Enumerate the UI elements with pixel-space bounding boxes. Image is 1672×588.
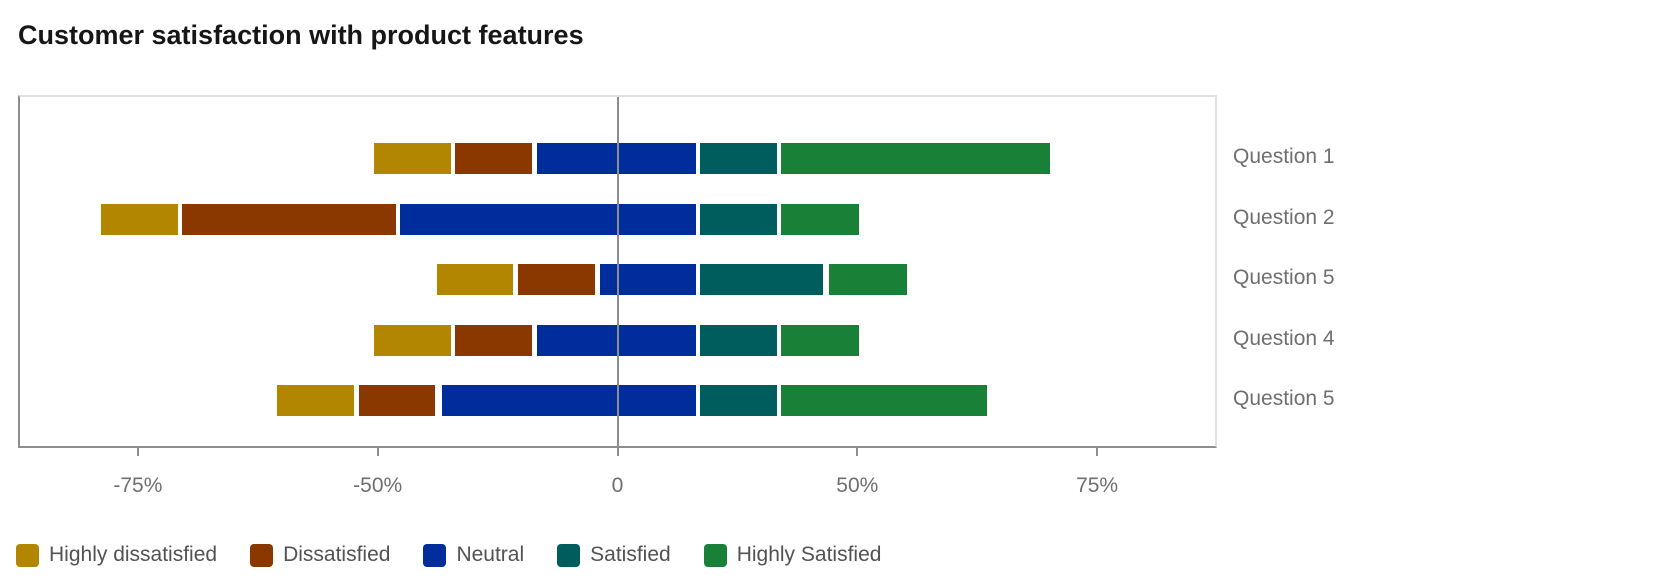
bar-segment-dissatisfied-row1	[454, 143, 533, 174]
bar-segment-highly-satisfied-row1	[781, 143, 1050, 174]
bar-segment-highly-satisfied-row5	[781, 385, 987, 416]
chart-title: Customer satisfaction with product featu…	[18, 20, 584, 50]
legend-label: Satisfied	[590, 543, 671, 566]
legend-swatch-satisfied	[557, 543, 581, 567]
bar-segment-neutral-row3	[600, 264, 696, 295]
bar-segment-neutral-row1	[536, 143, 696, 174]
x-axis-tick	[856, 448, 859, 456]
bar-segment-neutral-row2	[399, 203, 696, 235]
row-label-2: Question 2	[1233, 205, 1335, 229]
bar-segment-highly-satisfied-row3	[829, 264, 907, 295]
x-axis-tick	[1096, 448, 1099, 456]
legend-item-neutral[interactable]: Neutral	[423, 543, 524, 567]
bar-segment-satisfied-row5	[700, 385, 777, 416]
bar-segment-satisfied-row3	[700, 264, 824, 295]
bar-segment-highly-satisfied-row4	[781, 324, 860, 356]
x-axis-tick	[616, 448, 619, 456]
x-axis-tick-label: 75%	[1076, 474, 1119, 497]
x-axis-tick-label: 0	[611, 474, 624, 497]
bar-segment-neutral-row5	[441, 385, 696, 416]
zero-axis-line	[616, 97, 619, 446]
x-axis-tick-label: -75%	[113, 474, 163, 497]
legend-label: Dissatisfied	[283, 543, 391, 566]
bar-segment-satisfied-row2	[700, 203, 777, 235]
bar-segment-highly-dissatisfied-row4	[373, 324, 451, 356]
row-label-5: Question 5	[1233, 387, 1335, 410]
bar-segment-neutral-row4	[536, 324, 696, 356]
x-axis-tick-label: -50%	[353, 474, 403, 497]
bar-segment-dissatisfied-row2	[182, 203, 396, 235]
legend-swatch-highly-dissatisfied	[16, 543, 39, 567]
legend: Highly dissatisfied Dissatisfied Neutral Sa…	[16, 543, 881, 567]
legend-item-highly-dissatisfied[interactable]: Highly dissatisfied	[16, 543, 217, 567]
legend-label: Highly dissatisfied	[49, 543, 218, 566]
bar-segment-highly-dissatisfied-row5	[277, 385, 354, 416]
legend-item-satisfied[interactable]: Satisfied	[557, 543, 671, 567]
x-axis-tick	[376, 448, 379, 456]
legend-label: Highly Satisfied	[736, 543, 882, 566]
legend-swatch-highly-satisfied	[703, 543, 727, 567]
legend-item-dissatisfied[interactable]: Dissatisfied	[250, 543, 390, 567]
bar-segment-highly-dissatisfied-row3	[436, 264, 514, 295]
bar-segment-highly-dissatisfied-row2	[100, 203, 179, 235]
x-axis-tick	[136, 448, 139, 456]
bar-segment-dissatisfied-row3	[518, 264, 596, 295]
plot-area	[18, 95, 1217, 448]
row-label-1: Question 1	[1233, 145, 1335, 168]
legend-item-highly-satisfied[interactable]: Highly Satisfied	[703, 543, 882, 567]
bar-segment-highly-satisfied-row2	[781, 203, 860, 235]
legend-label: Neutral	[456, 543, 525, 566]
x-axis-tick-label: 50%	[836, 474, 879, 497]
bar-segment-satisfied-row4	[700, 324, 777, 356]
bar-segment-satisfied-row1	[700, 143, 777, 174]
row-label-4: Question 4	[1233, 326, 1335, 350]
bar-segment-dissatisfied-row4	[454, 324, 533, 356]
legend-swatch-dissatisfied	[250, 543, 274, 567]
row-label-3: Question 5	[1233, 266, 1335, 289]
bar-segment-highly-dissatisfied-row1	[373, 143, 451, 174]
legend-swatch-neutral	[423, 543, 447, 567]
bar-segment-dissatisfied-row5	[358, 385, 435, 416]
